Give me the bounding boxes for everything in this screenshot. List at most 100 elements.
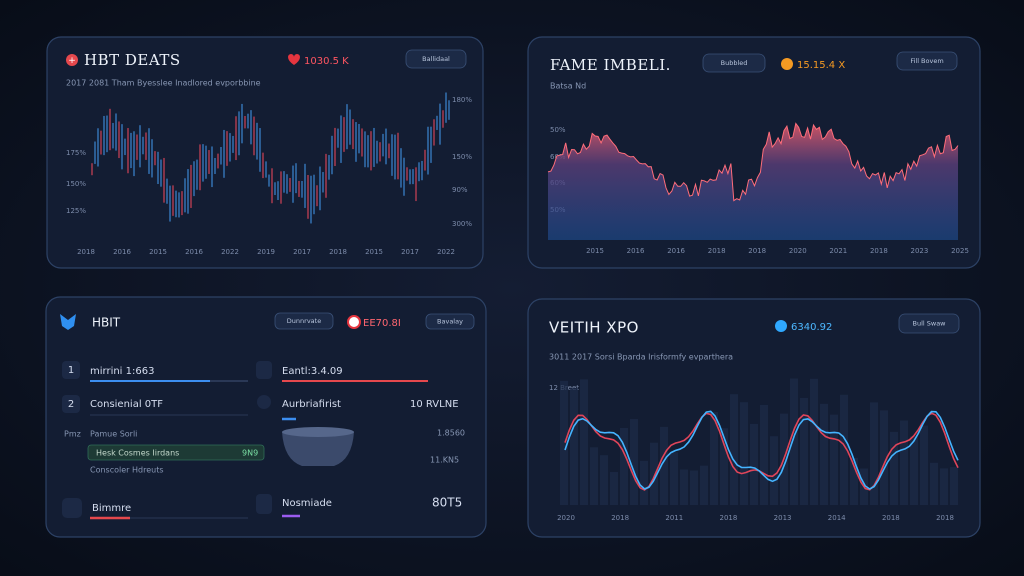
x-tick-label: 2013 [774, 514, 792, 522]
x-tick-label: 2018 [870, 247, 888, 255]
button[interactable] [702, 53, 766, 73]
bg-bar [800, 397, 808, 505]
bowl-graphic [282, 432, 354, 466]
x-tick-label: 2018 [748, 247, 766, 255]
button-label[interactable]: Fill Bovem [910, 57, 943, 65]
area [548, 123, 958, 240]
bg-bar [710, 412, 718, 505]
icon [257, 395, 271, 409]
y-tick-label: 175% [66, 149, 86, 157]
x-tick-label: 2016 [185, 248, 203, 256]
y-tick-label: 125% [66, 207, 86, 215]
panel [46, 36, 484, 269]
y-tick-label: 150% [452, 153, 472, 161]
row-label: Consienial 0TF [90, 399, 163, 410]
y-tick-label: 300% [452, 220, 472, 228]
row-label: Eantl:3.4.09 [282, 366, 343, 377]
x-tick-label: 2025 [951, 247, 969, 255]
x-tick-label: 2022 [437, 248, 455, 256]
button-label[interactable]: Bull Swaw [913, 320, 947, 328]
bg-bar [730, 394, 738, 505]
row-label: Aurbriafirist [282, 399, 341, 410]
icon-glyph: + [68, 56, 76, 66]
x-tick-label: 2022 [221, 248, 239, 256]
badge: EE70.8I [363, 318, 401, 329]
button[interactable] [898, 313, 960, 334]
bg-bar [590, 447, 598, 505]
index-box [256, 361, 272, 379]
badge: 1030.5 K [304, 56, 349, 67]
panel-title: FAME IMBELI. [550, 56, 671, 74]
bg-bar [620, 428, 628, 505]
subtitle: Batsa Nd [550, 82, 586, 91]
bg-bar [870, 402, 878, 505]
x-tick-label: 2016 [627, 247, 645, 255]
x-tick-label: 2016 [113, 248, 131, 256]
x-tick-label: 2018 [329, 248, 347, 256]
y-tick-label: 150% [66, 180, 86, 188]
bg-bar [900, 420, 908, 505]
area-chart: 50%60%60%50%2015201620162018201820202021… [547, 122, 969, 255]
x-tick-label: 2015 [365, 248, 383, 256]
x-tick-label: 2018 [708, 247, 726, 255]
badge: 15.15.4 X [797, 60, 845, 71]
button-label[interactable]: Dunnrvate [287, 317, 321, 325]
bowl-rim [282, 427, 354, 437]
x-tick-label: 2018 [611, 514, 629, 522]
button-label[interactable]: Ballidaal [422, 55, 450, 63]
x-tick-label: 2017 [293, 248, 311, 256]
button[interactable] [274, 312, 334, 330]
index-box [62, 498, 82, 518]
row-label: mirrini 1:663 [90, 366, 154, 377]
subtitle: 2017 2081 Tham Byesslee Inadlored evporb… [66, 79, 261, 88]
x-tick-label: 2015 [586, 247, 604, 255]
index-box [62, 395, 80, 413]
icon [347, 315, 361, 329]
row-index: 2 [68, 399, 74, 410]
bg-bar [940, 468, 948, 505]
bg-bar [650, 442, 658, 505]
button[interactable] [405, 49, 467, 69]
index-box [62, 361, 80, 379]
bg-bar [560, 380, 568, 505]
row-label: Pamue Sorli [90, 430, 137, 439]
badge: 6340.92 [791, 322, 832, 333]
bg-bar [570, 388, 578, 505]
bg-bar [910, 436, 918, 505]
bg-bar [760, 404, 768, 505]
line [564, 410, 959, 490]
button[interactable] [425, 313, 475, 330]
icon [66, 54, 78, 66]
logo [60, 314, 76, 330]
button-label[interactable]: Bavalay [437, 318, 463, 326]
y-tick-label: 90% [452, 186, 468, 194]
bg-bar [630, 419, 638, 505]
bg-bar [840, 394, 848, 505]
candle-chart: 175% 150% 125% 180% 150% 90% 300% 2018 2016 2015 2… [66, 92, 472, 256]
bg-bar [700, 465, 708, 505]
button-label[interactable]: Bubbled [721, 59, 748, 67]
note: Conscoler Hdreuts [90, 466, 164, 475]
bg-bar [790, 378, 798, 505]
index-box [256, 494, 272, 514]
bg-bar [890, 431, 898, 505]
highlight-label: Hesk Cosmes Iirdans [96, 449, 179, 458]
area-edge [547, 122, 959, 202]
button[interactable] [896, 51, 958, 71]
panel-title: VEITIH XPO [549, 319, 639, 337]
bg-bar [830, 414, 838, 505]
x-tick-label: 2021 [829, 247, 847, 255]
x-tick-label: 2014 [828, 514, 846, 522]
bg-bar [770, 436, 778, 505]
x-tick-label: 2018 [882, 514, 900, 522]
heart-icon [288, 54, 300, 65]
line-chart: 2020 2018 2011 2018 2013 2014 2018 2018 [557, 378, 959, 522]
highlight-value: 9N9 [242, 449, 258, 458]
bg-bar [850, 457, 858, 505]
bg-bar [920, 425, 928, 505]
x-tick-label: 2016 [667, 247, 685, 255]
x-tick-label: 2020 [557, 514, 575, 522]
x-tick-label: 2018 [720, 514, 738, 522]
bg-bar [600, 455, 608, 505]
